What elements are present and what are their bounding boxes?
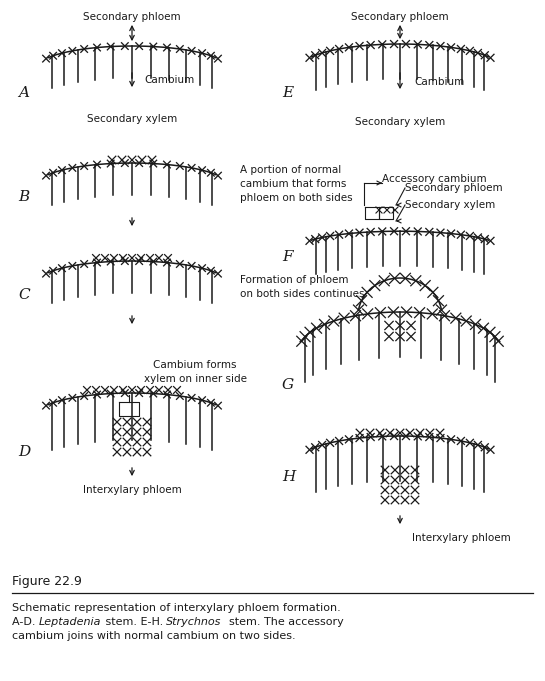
Text: Secondary phloem: Secondary phloem xyxy=(351,12,449,22)
Text: Formation of phloem: Formation of phloem xyxy=(240,275,348,285)
Text: A: A xyxy=(18,86,29,100)
Text: Cambium: Cambium xyxy=(414,77,464,87)
Text: Cambium: Cambium xyxy=(144,75,194,85)
Text: H: H xyxy=(282,470,295,484)
Text: Secondary xylem: Secondary xylem xyxy=(405,200,495,210)
Text: xylem on inner side: xylem on inner side xyxy=(143,374,246,384)
Text: Secondary xylem: Secondary xylem xyxy=(87,114,177,124)
Text: Strychnos: Strychnos xyxy=(166,617,222,627)
Text: stem. E-H.: stem. E-H. xyxy=(101,617,166,627)
Text: A-D.: A-D. xyxy=(12,617,39,627)
Text: Interxylary phloem: Interxylary phloem xyxy=(83,485,181,495)
Text: F: F xyxy=(282,250,293,264)
Text: Interxylary phloem: Interxylary phloem xyxy=(412,533,511,543)
Text: Accessory cambiụm: Accessory cambiụm xyxy=(382,174,487,184)
Text: cambium that forms: cambium that forms xyxy=(240,179,347,189)
Text: stem. The accessory: stem. The accessory xyxy=(222,617,343,627)
Text: Figure 22.9: Figure 22.9 xyxy=(12,575,82,588)
Text: Secondary phloem: Secondary phloem xyxy=(405,183,502,193)
Text: on both sides continues: on both sides continues xyxy=(240,289,365,299)
Text: Cambium forms: Cambium forms xyxy=(153,360,237,370)
Text: C: C xyxy=(18,288,29,302)
Text: E: E xyxy=(282,86,293,100)
Text: cambium joins with normal cambium on two sides.: cambium joins with normal cambium on two… xyxy=(12,631,295,641)
Text: Leptadenia: Leptadenia xyxy=(39,617,101,627)
Text: Secondary phloem: Secondary phloem xyxy=(83,12,181,22)
Text: Schematic representation of interxylary phloem formation.: Schematic representation of interxylary … xyxy=(12,603,341,613)
Text: G: G xyxy=(282,378,294,392)
Text: B: B xyxy=(18,190,29,204)
Text: phloem on both sides: phloem on both sides xyxy=(240,193,353,203)
Text: Secondary xylem: Secondary xylem xyxy=(355,117,445,127)
Text: A portion of normal: A portion of normal xyxy=(240,165,341,175)
Text: D: D xyxy=(18,445,31,459)
